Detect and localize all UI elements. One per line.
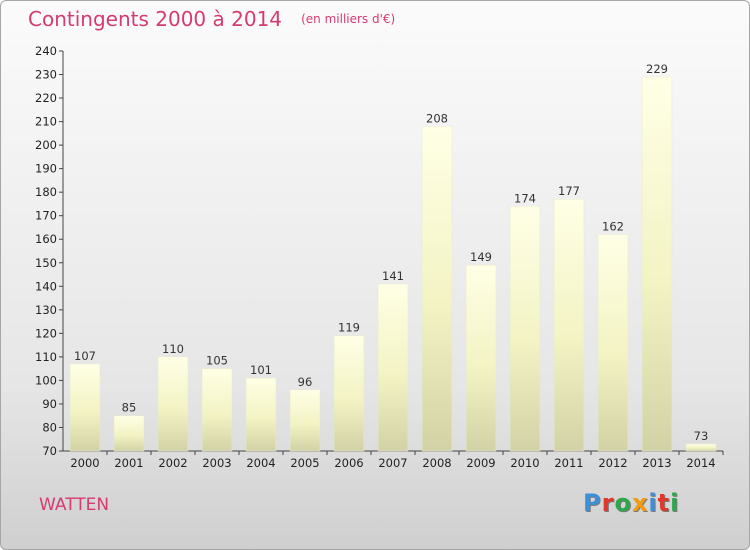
bar (69, 363, 101, 452)
y-tick-label: 70 (42, 444, 57, 458)
y-tick-label: 210 (35, 115, 57, 129)
bar-value-label: 96 (298, 375, 313, 389)
bar-value-label: 141 (382, 269, 404, 283)
bar-value-label: 162 (602, 220, 624, 234)
x-tick-label: 2008 (422, 456, 451, 470)
bar (333, 335, 365, 452)
bar-value-label: 229 (646, 62, 668, 76)
y-tick-label: 170 (35, 209, 57, 223)
x-tick-label: 2011 (554, 456, 583, 470)
bar (421, 126, 453, 452)
y-tick-label: 150 (35, 256, 57, 270)
bar-value-label: 177 (558, 184, 580, 198)
bar (289, 389, 321, 452)
logo-letter: t (657, 489, 671, 517)
x-tick-label: 2014 (686, 456, 715, 470)
bar-value-label: 119 (338, 321, 360, 335)
bar-value-label: 107 (74, 349, 96, 363)
bar-value-label: 85 (122, 401, 137, 415)
y-tick-label: 190 (35, 162, 57, 176)
bar (157, 356, 189, 452)
bar (245, 377, 277, 452)
x-tick-label: 2003 (202, 456, 231, 470)
bar (641, 76, 673, 452)
axes: 7080901001101201301401501601701801902002… (35, 44, 724, 470)
y-tick-label: 90 (42, 397, 57, 411)
x-tick-label: 2007 (378, 456, 407, 470)
bar (597, 234, 629, 452)
x-tick-label: 2005 (290, 456, 319, 470)
x-tick-label: 2006 (334, 456, 363, 470)
logo-letter: P (583, 489, 602, 517)
y-tick-label: 230 (35, 68, 57, 82)
y-tick-label: 120 (35, 326, 57, 340)
town-name: WATTEN (39, 495, 110, 515)
bar (509, 206, 541, 452)
bar-value-label: 73 (694, 429, 709, 443)
bar-value-label: 149 (470, 250, 492, 264)
y-tick-label: 200 (35, 138, 57, 152)
y-tick-label: 160 (35, 232, 57, 246)
x-tick-label: 2010 (510, 456, 539, 470)
proxiti-logo[interactable]: Proxiti (583, 489, 679, 517)
bar (377, 283, 409, 452)
x-tick-label: 2004 (246, 456, 275, 470)
bar (201, 368, 233, 452)
title-row: Contingents 2000 à 2014 (en milliers d'€… (28, 7, 395, 31)
x-tick-label: 2000 (70, 456, 99, 470)
x-tick-label: 2013 (642, 456, 671, 470)
bar-value-label: 101 (250, 363, 272, 377)
y-tick-label: 80 (42, 420, 57, 434)
y-tick-label: 130 (35, 303, 57, 317)
chart-title: Contingents 2000 à 2014 (28, 7, 283, 31)
chart-unit: (en milliers d'€) (301, 12, 396, 26)
y-tick-label: 180 (35, 185, 57, 199)
bar (465, 264, 497, 452)
bar (553, 198, 585, 452)
y-tick-label: 240 (35, 44, 57, 58)
y-tick-label: 100 (35, 373, 57, 387)
x-tick-label: 2012 (598, 456, 627, 470)
logo-letter: x (631, 489, 649, 517)
x-tick-label: 2002 (158, 456, 187, 470)
bar (685, 443, 717, 452)
logo-letter: i (670, 489, 680, 517)
y-tick-label: 140 (35, 279, 57, 293)
y-tick-label: 220 (35, 91, 57, 105)
bar-value-label: 110 (162, 342, 184, 356)
bar-value-label: 208 (426, 111, 448, 125)
x-tick-label: 2001 (114, 456, 143, 470)
logo-letter: r (601, 489, 615, 517)
x-tick-label: 2009 (466, 456, 495, 470)
labels: 107 85 110 105 101 96 119 141 208 149 174 177 162 229… (74, 62, 708, 443)
logo-letter: o (614, 489, 632, 517)
bars (69, 76, 717, 452)
logo-letter: i (648, 489, 658, 517)
bar-value-label: 174 (514, 191, 536, 205)
y-tick-label: 110 (35, 350, 57, 364)
bar (113, 415, 145, 452)
bar-value-label: 105 (206, 354, 228, 368)
